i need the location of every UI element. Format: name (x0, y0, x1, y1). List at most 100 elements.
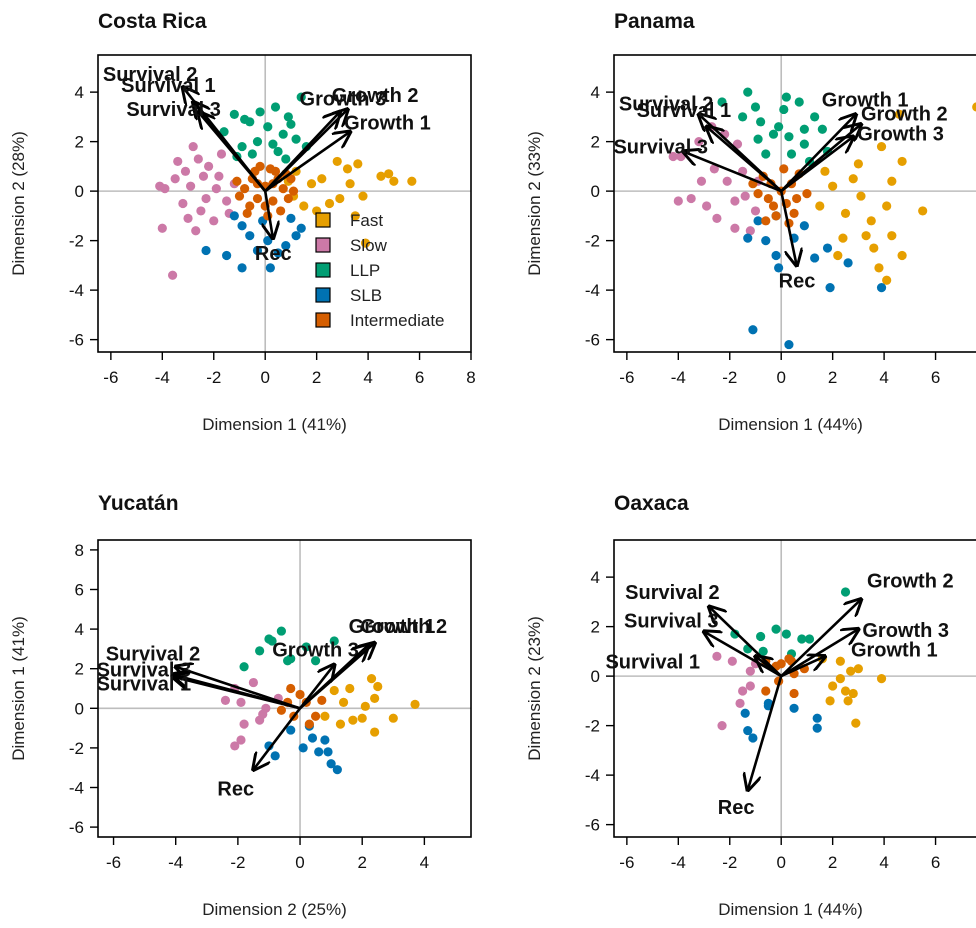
panel-title: Costa Rica (98, 10, 207, 33)
vector-label: Growth 1 (344, 113, 431, 135)
point-llp (291, 134, 301, 144)
point-llp (301, 642, 311, 652)
point-slow (717, 721, 727, 731)
point-intermediate (295, 689, 305, 700)
point-fast (876, 141, 887, 152)
point-slow (193, 154, 203, 164)
point-slb (291, 231, 301, 241)
point-slow (258, 709, 268, 719)
vector-label: Growth 2 (861, 103, 948, 125)
y-tick-label: 8 (75, 541, 84, 560)
vector-arrow (176, 667, 301, 710)
point-llp (761, 149, 771, 159)
point-slb (265, 263, 275, 273)
point-llp (237, 141, 247, 152)
point-slb (748, 325, 758, 335)
point-fast (840, 208, 851, 218)
legend-label: Slow (350, 236, 388, 255)
x-tick-label: 4 (879, 368, 888, 387)
point-llp (786, 149, 797, 159)
point-fast (350, 211, 360, 221)
x-tick-label: -6 (106, 853, 121, 872)
point-intermediate (753, 189, 763, 199)
point-llp (229, 109, 239, 119)
point-fast (317, 174, 327, 184)
x-tick-label: 2 (828, 853, 837, 872)
point-slb (252, 245, 263, 256)
point-slow (750, 206, 761, 216)
point-slb (774, 263, 784, 273)
plot-frame (97, 539, 472, 838)
panel-0: Costa Rica -6 -4 -2 0 2 4 6 8 -6 -4 -2 0 2 4 Dimension … (9, 10, 476, 434)
point-slow (730, 223, 740, 233)
point-fast (338, 697, 349, 707)
point-slow (740, 191, 750, 201)
point-fast (869, 243, 879, 253)
point-llp (750, 102, 761, 112)
point-intermediate (283, 193, 293, 204)
point-fast (833, 250, 843, 261)
point-slb (843, 258, 853, 268)
point-slb (812, 723, 822, 733)
point-slow (696, 176, 707, 186)
point-slb (763, 698, 773, 708)
point-slb (323, 747, 333, 757)
point-intermediate (276, 206, 286, 216)
point-fast (384, 169, 394, 179)
point-llp (781, 92, 791, 102)
point-slb (743, 725, 753, 736)
point-slow (702, 201, 712, 211)
point-slow (222, 196, 232, 206)
panel-2: Yucatán -6 -4 -2 0 2 4 -6 -4 -2 0 2 4 6 8 Dimension 2 (… (9, 492, 472, 919)
point-fast (887, 176, 897, 186)
point-fast (320, 711, 330, 721)
point-fast (853, 664, 863, 674)
point-slb (761, 236, 771, 246)
vector-label: Rec (217, 779, 254, 801)
vector-label: Survival 1 (637, 100, 732, 122)
point-slb (812, 713, 822, 723)
vector-label: Rec (779, 270, 816, 292)
point-intermediate (771, 211, 781, 221)
x-tick-label: -4 (168, 853, 183, 872)
point-fast (407, 176, 417, 186)
point-slb (740, 708, 750, 718)
legend: Fast Slow LLP SLB Intermediate (315, 211, 445, 330)
point-llp (276, 626, 286, 636)
point-llp (239, 662, 249, 672)
point-fast (376, 171, 386, 181)
y-tick-label: -4 (69, 281, 84, 300)
point-fast (838, 233, 848, 243)
point-llp (283, 656, 293, 666)
point-slow (236, 735, 246, 745)
point-slow (180, 166, 191, 176)
point-fast (843, 696, 853, 706)
y-tick-label: -4 (69, 779, 84, 798)
point-slow (712, 213, 722, 223)
point-intermediate (763, 193, 773, 204)
vector-label: Survival 1 (121, 75, 216, 97)
vector-label: Growth 2 (360, 616, 447, 638)
y-tick-label: -6 (585, 816, 600, 835)
point-fast (335, 193, 345, 204)
legend-swatch (315, 262, 331, 278)
vector-label: Growth 1 (349, 616, 436, 638)
x-tick-label: 6 (931, 368, 940, 387)
point-slow (709, 164, 719, 174)
point-slow (214, 171, 224, 181)
vector-arrow (299, 665, 334, 710)
point-intermediate (779, 164, 789, 174)
point-fast (897, 156, 907, 167)
point-intermediate (761, 216, 771, 226)
vector-arrow (173, 677, 301, 710)
point-slb (307, 733, 318, 743)
vector-label: Growth 3 (272, 640, 359, 662)
point-fast (874, 263, 884, 273)
point-slow (209, 216, 219, 226)
point-intermediate (286, 683, 296, 694)
x-tick-label: -2 (206, 368, 221, 387)
point-slow (201, 193, 211, 204)
x-tick-label: -4 (155, 368, 170, 387)
point-llp (267, 636, 277, 646)
